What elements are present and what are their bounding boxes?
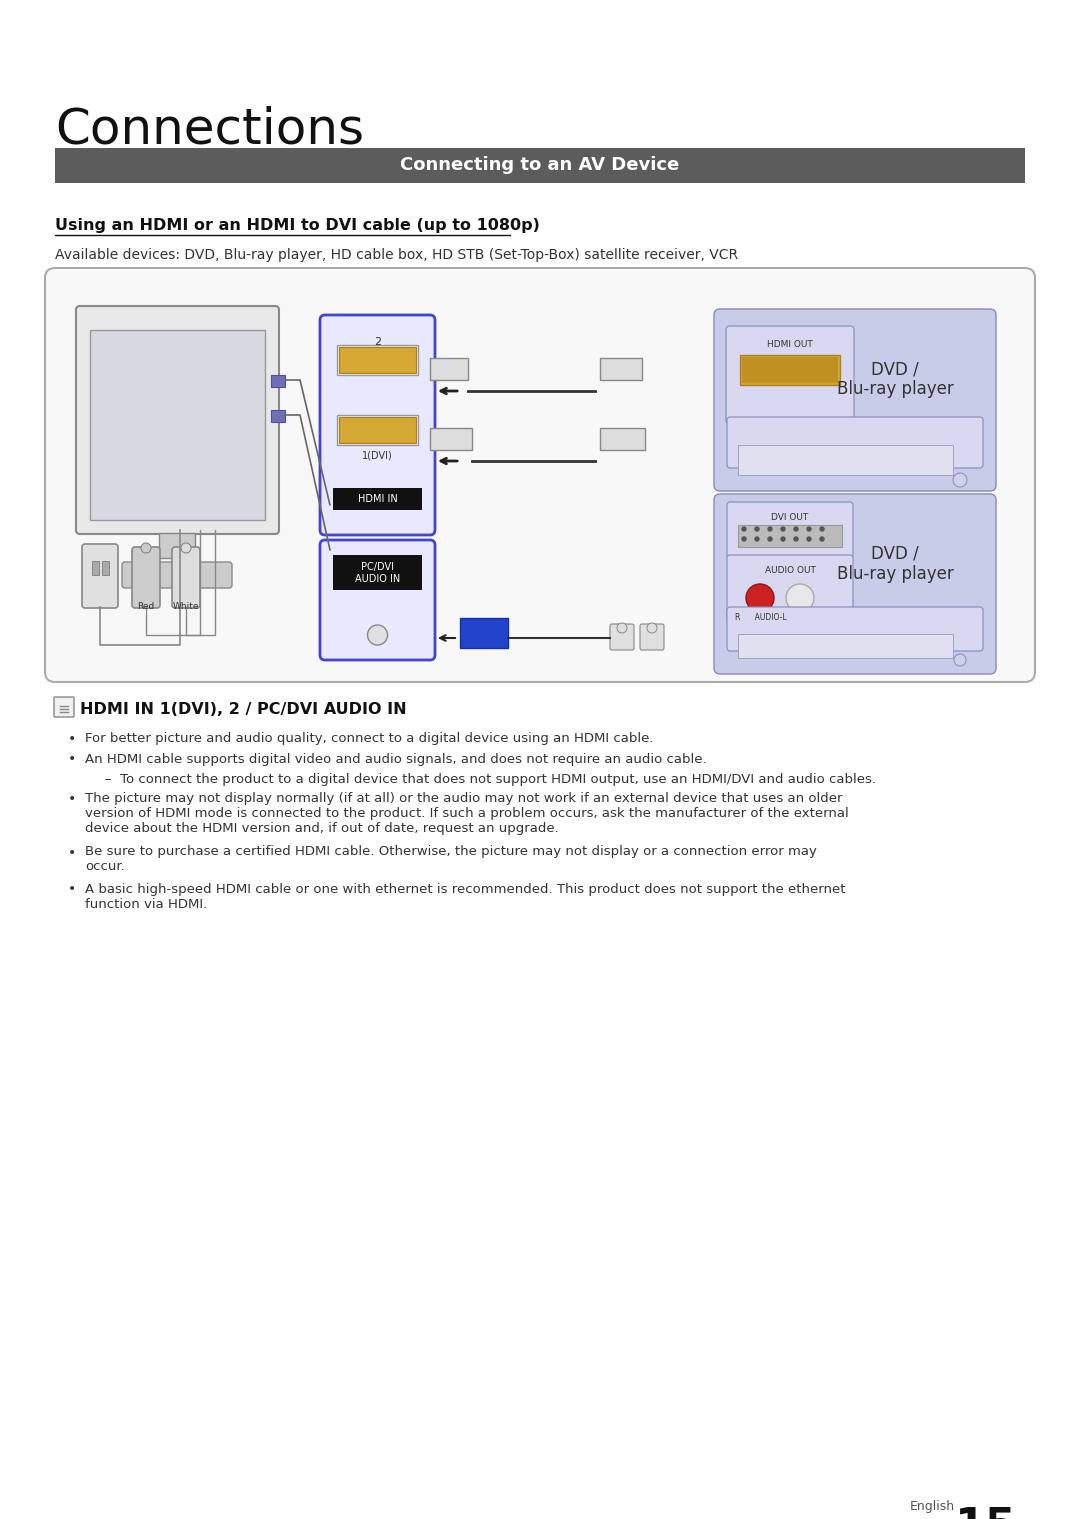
FancyBboxPatch shape [610,624,634,650]
Circle shape [794,527,798,532]
FancyBboxPatch shape [320,314,435,535]
FancyBboxPatch shape [333,488,422,510]
FancyBboxPatch shape [727,501,853,557]
FancyBboxPatch shape [738,526,842,547]
Text: An HDMI cable supports digital video and audio signals, and does not require an : An HDMI cable supports digital video and… [85,752,706,766]
Circle shape [181,542,191,553]
Text: HDMI IN: HDMI IN [357,494,397,504]
Circle shape [781,527,785,532]
Text: Blu-ray player: Blu-ray player [837,380,954,398]
FancyBboxPatch shape [54,697,75,717]
Text: Blu-ray player: Blu-ray player [837,565,954,583]
FancyBboxPatch shape [333,554,422,589]
FancyBboxPatch shape [320,539,435,659]
Circle shape [746,583,774,612]
Text: DVD /: DVD / [872,360,919,378]
Circle shape [794,538,798,541]
Text: White: White [173,602,199,611]
Text: •: • [68,732,77,746]
Circle shape [367,624,388,646]
Text: AUDIO OUT: AUDIO OUT [765,567,815,576]
FancyBboxPatch shape [132,547,160,608]
Text: •: • [68,883,77,896]
Text: A basic high-speed HDMI cable or one with ethernet is recommended. This product : A basic high-speed HDMI cable or one wit… [85,883,846,910]
FancyBboxPatch shape [339,418,416,444]
Text: –  To connect the product to a digital device that does not support HDMI output,: – To connect the product to a digital de… [105,773,876,785]
FancyBboxPatch shape [600,428,645,450]
Text: The picture may not display normally (if at all) or the audio may not work if an: The picture may not display normally (if… [85,791,849,835]
Text: Connections: Connections [55,105,364,153]
Circle shape [786,583,814,612]
FancyBboxPatch shape [742,357,838,383]
FancyBboxPatch shape [55,147,1025,182]
FancyBboxPatch shape [337,345,418,375]
Text: DVI OUT: DVI OUT [771,513,809,523]
Text: Be sure to purchase a certified HDMI cable. Otherwise, the picture may not displ: Be sure to purchase a certified HDMI cab… [85,846,816,873]
Text: HDMI OUT: HDMI OUT [767,340,813,349]
FancyBboxPatch shape [45,267,1035,682]
FancyBboxPatch shape [727,608,983,652]
Circle shape [647,623,657,633]
Text: Using an HDMI or an HDMI to DVI cable (up to 1080p): Using an HDMI or an HDMI to DVI cable (u… [55,219,540,232]
Circle shape [755,527,759,532]
Circle shape [742,527,746,532]
Circle shape [768,527,772,532]
Circle shape [820,538,824,541]
FancyBboxPatch shape [271,410,285,422]
FancyBboxPatch shape [430,428,472,450]
Text: Connecting to an AV Device: Connecting to an AV Device [401,156,679,175]
FancyBboxPatch shape [726,327,854,424]
Circle shape [781,538,785,541]
FancyBboxPatch shape [172,547,200,608]
FancyBboxPatch shape [727,418,983,468]
Text: 1(DVI): 1(DVI) [362,450,393,460]
Circle shape [807,527,811,532]
FancyBboxPatch shape [738,633,953,658]
FancyBboxPatch shape [727,554,853,621]
Circle shape [755,538,759,541]
FancyBboxPatch shape [339,346,416,374]
FancyBboxPatch shape [92,561,99,576]
FancyBboxPatch shape [102,561,109,576]
FancyBboxPatch shape [714,494,996,674]
FancyBboxPatch shape [90,330,265,519]
FancyBboxPatch shape [600,358,642,380]
Text: For better picture and audio quality, connect to a digital device using an HDMI : For better picture and audio quality, co… [85,732,653,744]
FancyBboxPatch shape [271,375,285,387]
Text: HDMI IN 1(DVI), 2 / PC/DVI AUDIO IN: HDMI IN 1(DVI), 2 / PC/DVI AUDIO IN [80,702,407,717]
FancyBboxPatch shape [122,562,232,588]
Text: R      AUDIO-L: R AUDIO-L [735,614,786,621]
FancyBboxPatch shape [430,358,468,380]
FancyBboxPatch shape [738,445,953,475]
Circle shape [141,542,151,553]
Text: DVD /: DVD / [872,545,919,564]
FancyBboxPatch shape [82,544,118,608]
FancyBboxPatch shape [159,533,195,557]
FancyBboxPatch shape [640,624,664,650]
FancyBboxPatch shape [337,415,418,445]
FancyBboxPatch shape [740,355,840,384]
FancyBboxPatch shape [460,618,508,649]
Text: English: English [910,1499,955,1513]
Circle shape [820,527,824,532]
Text: Red: Red [137,602,154,611]
Text: 2: 2 [374,337,381,346]
Circle shape [617,623,627,633]
Text: •: • [68,846,77,860]
Text: PC/DVI
AUDIO IN: PC/DVI AUDIO IN [355,562,400,583]
Text: Available devices: DVD, Blu-ray player, HD cable box, HD STB (Set-Top-Box) satel: Available devices: DVD, Blu-ray player, … [55,248,738,261]
Circle shape [807,538,811,541]
Circle shape [953,472,967,488]
Circle shape [954,655,966,665]
FancyBboxPatch shape [714,308,996,491]
Circle shape [768,538,772,541]
Circle shape [742,538,746,541]
Text: •: • [68,752,77,767]
FancyBboxPatch shape [76,305,279,535]
Text: 15: 15 [955,1505,1017,1519]
Text: •: • [68,791,77,807]
